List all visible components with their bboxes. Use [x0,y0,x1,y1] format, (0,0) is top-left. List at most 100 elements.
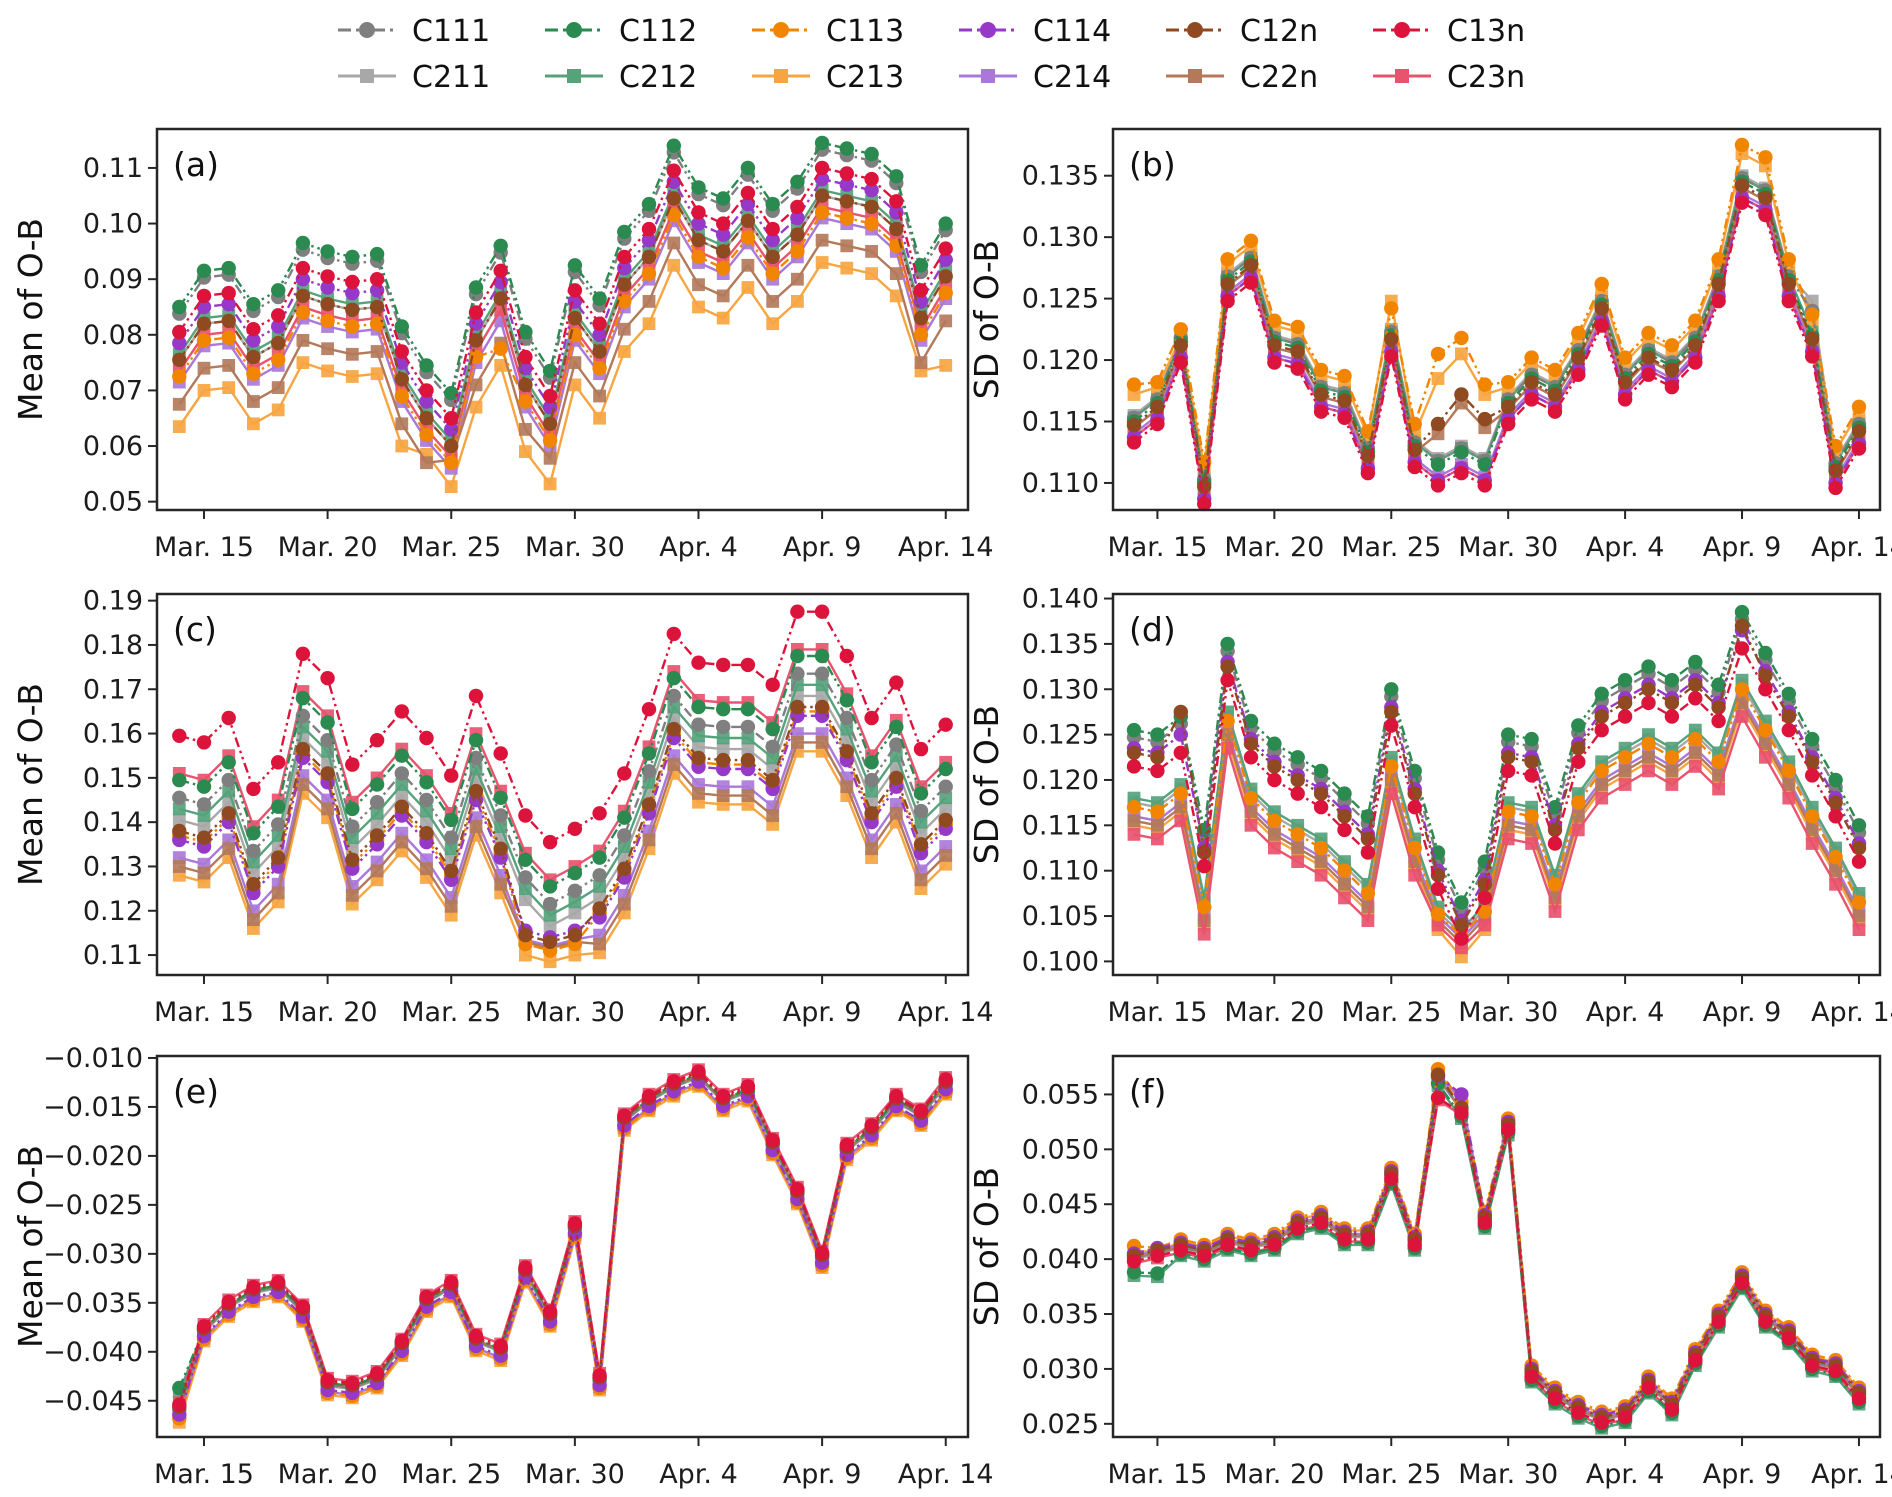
data-point-circle [1711,293,1726,309]
data-point-circle [394,1333,409,1349]
data-point-circle [1617,375,1633,390]
data-point-square [914,356,928,369]
data-point-square [321,364,334,378]
data-point-circle [1477,890,1493,906]
y-tick-label: −0.030 [43,1239,143,1270]
data-point-circle [542,879,558,894]
series-markers-C12n [172,699,953,949]
data-point-square [1431,427,1445,441]
data-point-circle [419,1289,434,1305]
data-point-circle [1664,750,1680,765]
data-point-square [1525,823,1538,837]
x-tick-label: Mar. 30 [1458,1459,1558,1490]
data-point-circle [1501,1122,1516,1137]
data-point-circle [1150,399,1165,414]
data-point-circle [271,817,286,832]
y-tick-label: 0.19 [83,586,143,617]
data-point-square [741,789,755,802]
data-point-circle [1220,659,1235,674]
data-point-circle [369,828,385,843]
data-point-square [889,289,903,303]
data-point-circle [1243,750,1259,765]
data-point-square [865,245,878,258]
data-point-circle [889,194,904,209]
x-tick-label: Mar. 20 [1224,1459,1324,1490]
data-point-circle [196,316,212,331]
data-point-circle [666,163,681,178]
data-point-circle [1430,346,1446,362]
legend-item-C22n: C22n [1166,60,1318,95]
data-point-square [1805,823,1819,837]
data-point-circle [1384,759,1399,774]
data-point-circle [592,868,607,883]
data-point-circle [1734,682,1750,697]
data-point-square [1525,837,1538,850]
data-point-circle [666,688,681,704]
data-point-circle [295,305,311,320]
data-point-circle [814,160,830,176]
data-point-circle [1150,727,1165,742]
data-point-circle [1594,301,1609,316]
data-point-square [667,758,681,771]
data-point-circle [1290,1221,1305,1236]
data-point-square [420,815,433,829]
data-point-circle [1197,479,1212,494]
x-tick-label: Apr. 4 [659,1459,738,1490]
legend-label: C22n [1240,60,1318,95]
data-point-circle [271,352,286,367]
data-point-square [568,378,582,392]
data-point-square [1431,918,1445,932]
data-point-circle [716,191,731,206]
axes-box [155,1054,970,1439]
data-point-square [469,820,483,833]
data-point-circle [1828,772,1843,788]
data-point-square [1127,814,1141,828]
data-point-circle [221,772,236,788]
y-tick-label: 0.040 [1022,1244,1099,1275]
data-point-circle [394,766,409,781]
data-point-circle [1571,350,1586,365]
data-point-circle [246,322,261,337]
data-point-square [1595,778,1609,791]
data-point-circle [542,896,558,912]
y-tick-label: 0.18 [83,630,143,661]
data-point-circle [1805,809,1820,824]
data-point-circle [1313,1215,1329,1231]
panel-f: 0.025 0.030 0.035 0.040 0.045 0.050 0.055 Mar. … [967,1054,1892,1490]
data-point-circle [839,693,854,708]
data-point-square [716,742,730,756]
data-point-circle [740,702,756,717]
data-point-square [840,261,854,275]
data-point-circle [271,755,286,770]
data-point-circle [716,752,731,768]
data-point-square [568,356,582,369]
data-point-circle [1758,207,1773,223]
data-point-circle [1220,293,1235,309]
data-point-circle [1758,1314,1773,1329]
panel-title: (f) [1129,1072,1166,1111]
data-point-circle [1407,800,1422,815]
y-tick-label: 0.030 [1022,1354,1099,1385]
data-point-circle [864,772,879,788]
data-point-circle [1688,1352,1703,1368]
data-point-circle [196,288,212,304]
data-point-circle [1407,1237,1422,1253]
data-point-circle [1524,731,1539,747]
series-line-C114 [178,1080,947,1415]
data-point-circle [172,772,187,788]
data-point-circle [1758,722,1773,738]
data-point-square [1244,818,1258,832]
data-point-circle [1524,1369,1539,1384]
data-point-circle [839,194,854,209]
data-point-circle [1641,736,1656,751]
data-point-circle [221,313,236,329]
legend-label: C211 [412,60,490,95]
data-point-circle [1711,700,1726,715]
data-point-circle [1243,790,1259,806]
legend-item-C214: C214 [959,60,1111,95]
data-point-square [642,295,656,308]
data-point-circle [790,174,805,189]
data-point-circle [716,719,731,735]
panel-c: 0.11 0.12 0.13 0.14 0.15 0.16 0.17 0.18 0.19 Mar.… [11,586,994,1028]
x-tick-label: Mar. 30 [1458,997,1558,1028]
